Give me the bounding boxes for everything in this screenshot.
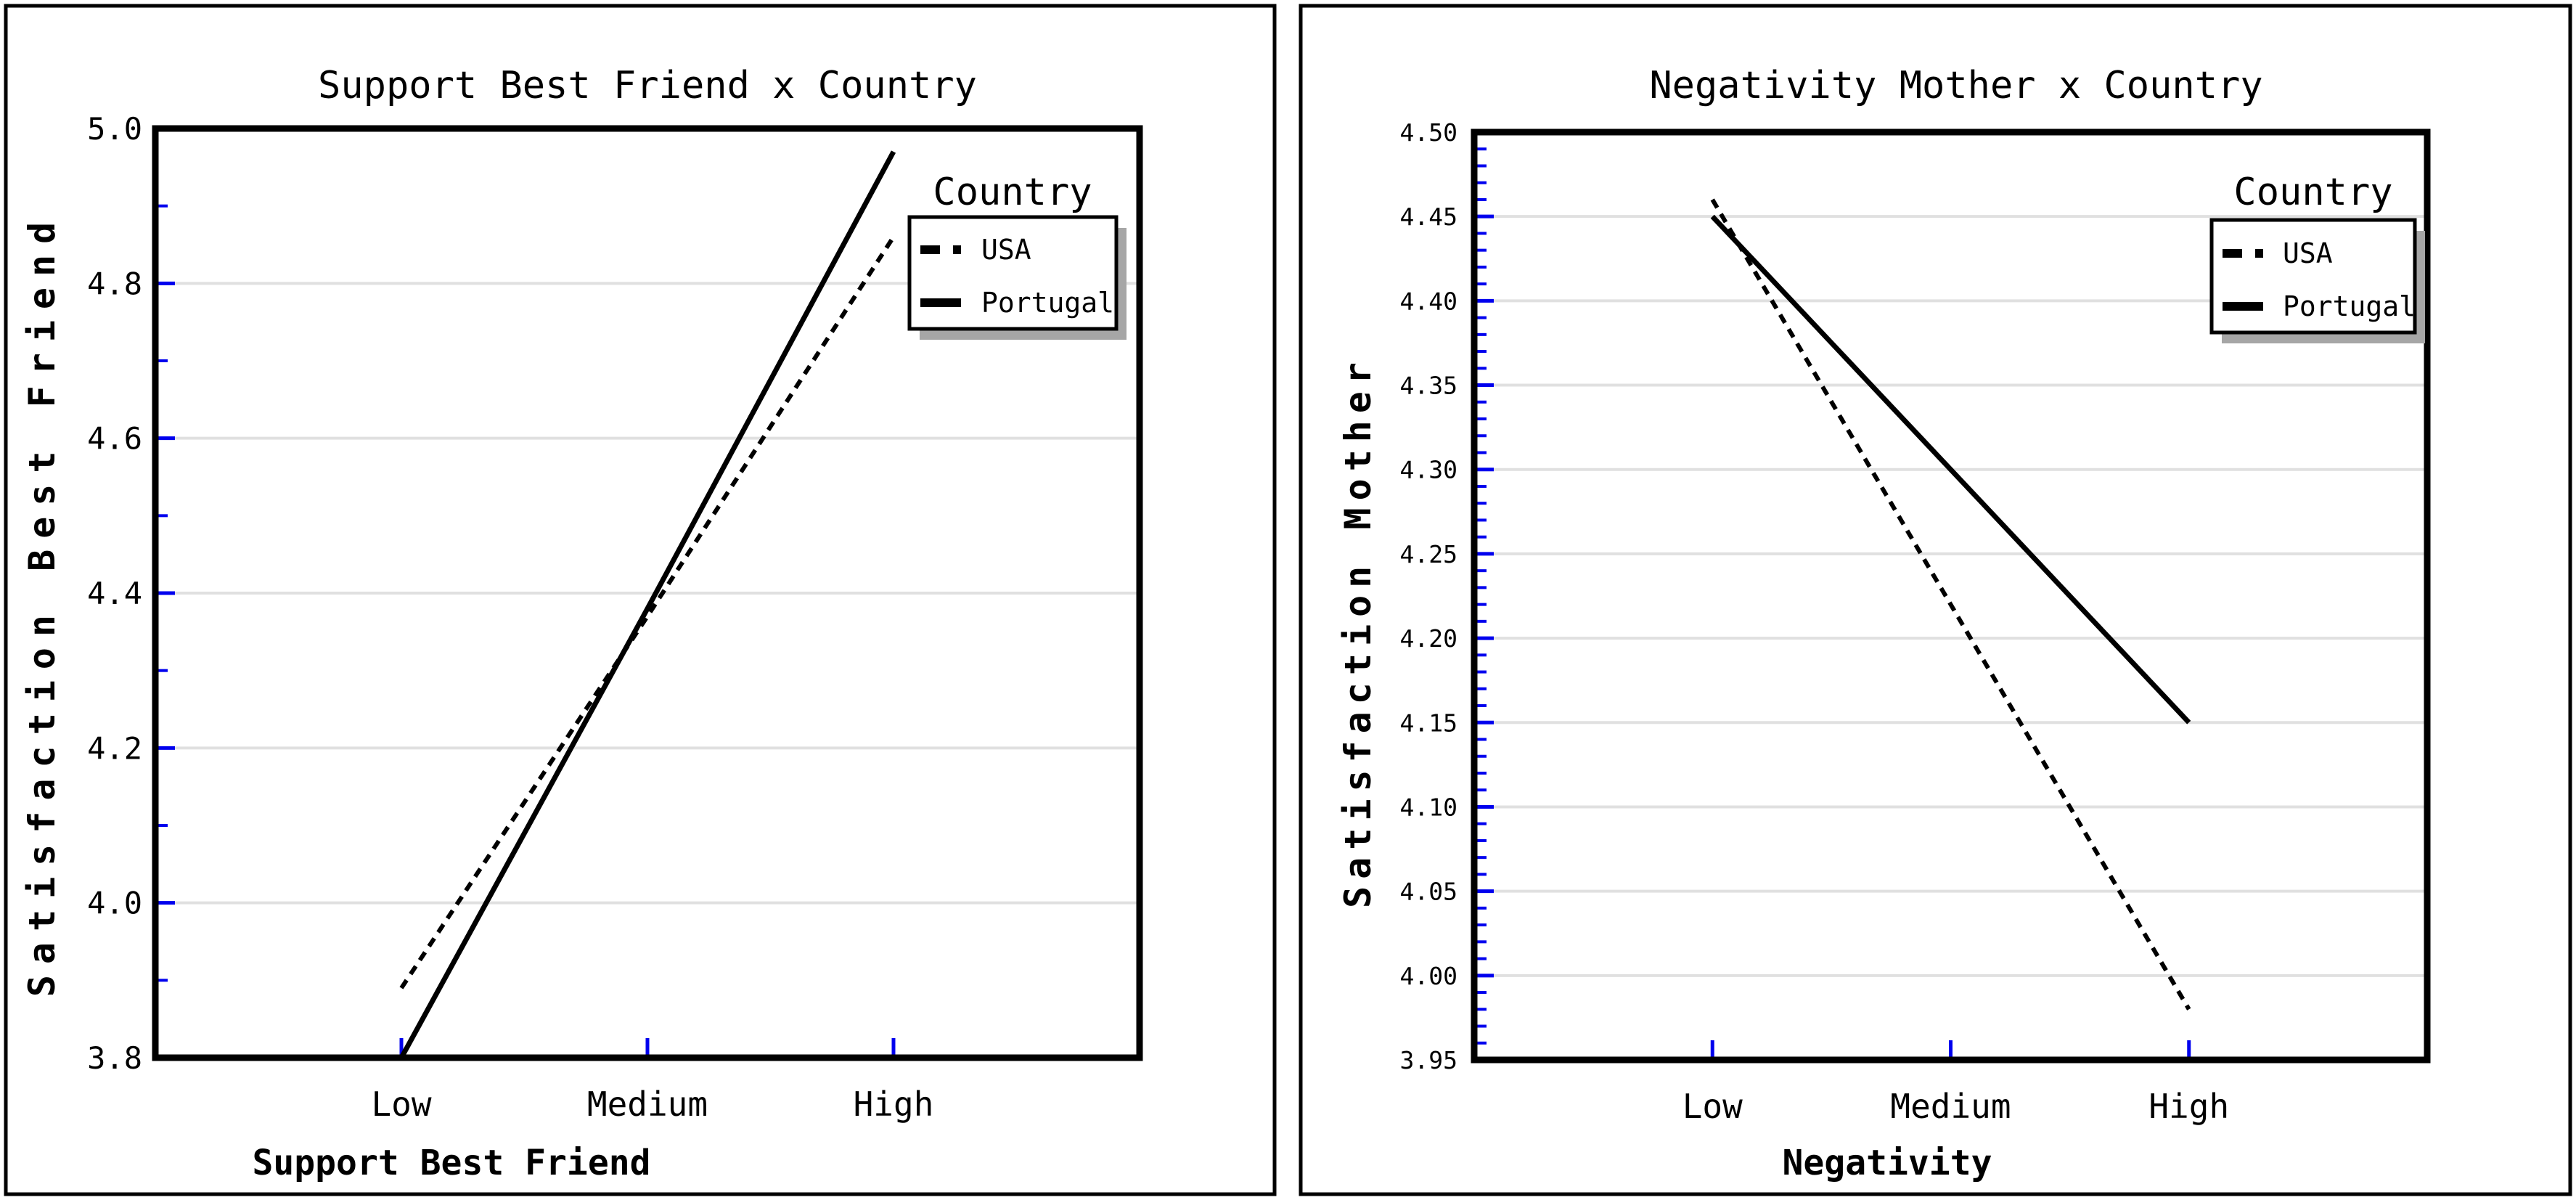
y-tick-label: 3.95	[1400, 1046, 1457, 1074]
y-tick-label: 4.25	[1400, 540, 1457, 568]
chart-title: Support Best Friend x Country	[318, 64, 977, 107]
plot-frame	[152, 125, 1143, 1061]
portugal-line	[1710, 214, 2191, 725]
legend-entry-portugal: Portugal	[2223, 290, 2416, 322]
x-axis-title: Support Best Friend	[252, 1143, 650, 1183]
axis-ticks	[1477, 130, 2191, 1062]
legend-title: Country	[933, 171, 1092, 214]
y-tick-label: 4.10	[1400, 793, 1457, 821]
usa-line	[1710, 198, 2191, 1011]
legend-entry-label: Portugal	[981, 287, 1114, 319]
x-category-label: High	[854, 1085, 934, 1124]
plot-frame	[1471, 128, 2431, 1064]
y-tick-label: 4.40	[1400, 287, 1457, 315]
figure-border-right	[1299, 4, 2572, 1196]
y-tick-label: 4.00	[1400, 962, 1457, 990]
y-tick-label: 4.50	[1400, 118, 1457, 147]
tick-labels: 3.8 4.0 4.2 4.4 4.6 4.8 5.0 Low Medium High	[87, 111, 933, 1124]
figure-negativity-mother: Negativity Mother x Country Satisfaction…	[1299, 4, 2572, 1196]
legend-entry-portugal: Portugal	[920, 287, 1114, 319]
x-category-label: Low	[371, 1085, 431, 1124]
y-tick-label: 4.0	[87, 886, 142, 921]
legend-box	[2209, 218, 2417, 335]
plot-border	[1471, 128, 2431, 1064]
legend-entry-label: USA	[981, 234, 1031, 266]
y-tick-label: 4.05	[1400, 878, 1457, 906]
y-tick-label: 4.15	[1400, 709, 1457, 737]
x-category-label: Low	[1682, 1087, 1743, 1126]
plot-area: 3.95 4.00 4.05 4.10 4.15 4.20 4.25 4.30 4.35 4.40…	[1400, 118, 2431, 1126]
legend-entry-label: USA	[2283, 237, 2333, 269]
figure-support-best-friend: Support Best Friend x Country Satisfacti…	[4, 4, 1277, 1196]
y-axis-title: Satisfaction Best Friend	[21, 211, 63, 997]
legend-title: Country	[2233, 171, 2392, 214]
portugal-line	[398, 150, 896, 1059]
legend-box	[907, 215, 1119, 331]
y-tick-label: 4.8	[87, 266, 142, 301]
series-lines	[398, 150, 896, 1059]
legend: Country USA Portugal	[907, 171, 1127, 340]
legend-entry-usa: USA	[2223, 237, 2333, 269]
series-lines	[1710, 198, 2191, 1011]
x-category-label: Medium	[1890, 1087, 2011, 1126]
y-tick-label: 4.35	[1400, 372, 1457, 400]
figure-border-left	[4, 4, 1277, 1196]
legend: Country USA Portugal	[2209, 171, 2425, 343]
y-tick-label: 4.45	[1400, 203, 1457, 231]
y-tick-label: 5.0	[87, 111, 142, 147]
x-axis-title: Negativity	[1783, 1143, 1992, 1183]
tick-labels: 3.95 4.00 4.05 4.10 4.15 4.20 4.25 4.30 4.35 4.40…	[1400, 118, 2230, 1126]
y-tick-label: 4.4	[87, 576, 142, 611]
y-tick-label: 4.30	[1400, 456, 1457, 484]
y-tick-label: 4.20	[1400, 624, 1457, 653]
plot-area: 3.8 4.0 4.2 4.4 4.6 4.8 5.0 Low Medium High	[87, 111, 1143, 1124]
legend-entry-label: Portugal	[2283, 290, 2416, 322]
y-axis-title: Satisfaction Mother	[1337, 355, 1379, 908]
plot-border	[152, 125, 1143, 1061]
chart-title: Negativity Mother x Country	[1649, 64, 2262, 107]
y-tick-label: 4.6	[87, 421, 142, 457]
legend-entry-usa: USA	[920, 234, 1031, 266]
x-category-label: Medium	[587, 1085, 708, 1124]
y-tick-label: 4.2	[87, 730, 142, 766]
x-category-label: High	[2148, 1087, 2229, 1126]
y-tick-label: 3.8	[87, 1040, 142, 1076]
